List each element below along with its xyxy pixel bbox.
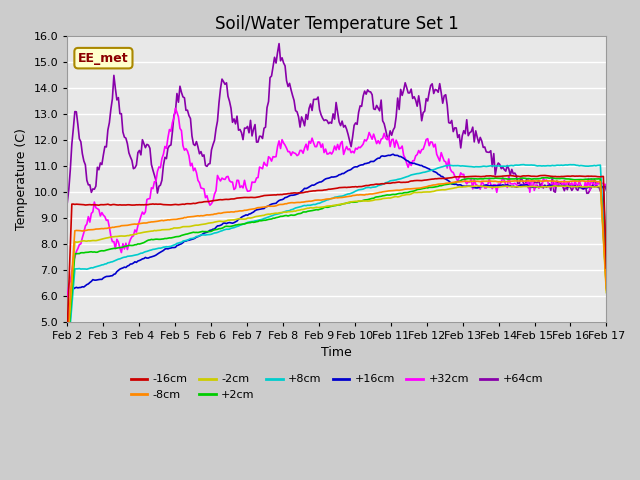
+64cm (275, 41, 283, 47)
+2cm (251, 219, 259, 225)
-2cm (574, 184, 582, 190)
+8cm (129, 252, 137, 258)
+8cm (224, 227, 232, 232)
-16cm (224, 197, 232, 203)
-2cm (602, 290, 610, 296)
+32cm (602, 181, 610, 187)
X-axis label: Time: Time (321, 346, 352, 359)
+2cm (224, 224, 232, 229)
-2cm (129, 232, 137, 238)
+8cm (520, 162, 527, 168)
+32cm (244, 188, 252, 194)
Y-axis label: Temperature (C): Temperature (C) (15, 128, 28, 230)
-8cm (300, 199, 307, 205)
-16cm (242, 194, 250, 200)
-16cm (63, 324, 71, 330)
-16cm (129, 202, 137, 208)
Line: -8cm: -8cm (67, 181, 606, 341)
+32cm (226, 178, 234, 184)
-2cm (63, 344, 71, 349)
+64cm (63, 200, 71, 205)
Line: -16cm: -16cm (67, 175, 606, 327)
Line: +8cm: +8cm (67, 165, 606, 360)
+8cm (574, 162, 582, 168)
+16cm (602, 272, 610, 277)
-8cm (242, 207, 250, 213)
+16cm (224, 220, 232, 226)
-8cm (224, 209, 232, 215)
-2cm (300, 206, 307, 212)
Title: Soil/Water Temperature Set 1: Soil/Water Temperature Set 1 (215, 15, 459, 33)
-16cm (251, 195, 259, 201)
+32cm (301, 145, 308, 151)
Legend: -16cm, -8cm, -2cm, +2cm, +8cm, +16cm, +32cm, +64cm: -16cm, -8cm, -2cm, +2cm, +8cm, +16cm, +3… (126, 370, 547, 405)
+8cm (300, 203, 307, 209)
-8cm (63, 338, 71, 344)
-8cm (251, 206, 259, 212)
-16cm (574, 173, 582, 179)
-2cm (224, 217, 232, 223)
-8cm (524, 178, 532, 184)
-16cm (541, 172, 548, 178)
-8cm (602, 287, 610, 293)
+8cm (251, 218, 259, 224)
+64cm (251, 121, 259, 127)
-2cm (251, 214, 259, 220)
+16cm (389, 151, 397, 157)
+8cm (602, 276, 610, 282)
+16cm (300, 187, 307, 193)
-2cm (474, 183, 481, 189)
-16cm (602, 265, 610, 271)
+64cm (301, 123, 308, 129)
+64cm (224, 94, 232, 99)
+2cm (543, 175, 550, 180)
Line: -2cm: -2cm (67, 186, 606, 347)
+2cm (129, 242, 137, 248)
-8cm (129, 221, 137, 227)
+16cm (251, 208, 259, 214)
+32cm (129, 233, 137, 239)
+64cm (129, 166, 137, 171)
+64cm (602, 188, 610, 193)
+2cm (300, 209, 307, 215)
Line: +2cm: +2cm (67, 178, 606, 352)
+2cm (602, 285, 610, 291)
+32cm (63, 294, 71, 300)
+16cm (129, 260, 137, 266)
+32cm (253, 175, 260, 181)
+16cm (242, 212, 250, 218)
+2cm (574, 177, 582, 182)
+8cm (63, 357, 71, 363)
-8cm (574, 179, 582, 184)
+2cm (242, 220, 250, 226)
-16cm (300, 190, 307, 195)
+8cm (242, 220, 250, 226)
+32cm (172, 106, 179, 111)
+16cm (574, 183, 582, 189)
Line: +16cm: +16cm (67, 154, 606, 371)
+16cm (63, 368, 71, 374)
-2cm (242, 216, 250, 222)
+2cm (63, 349, 71, 355)
Line: +64cm: +64cm (67, 44, 606, 203)
Text: EE_met: EE_met (78, 52, 129, 65)
Line: +32cm: +32cm (67, 108, 606, 297)
+32cm (574, 183, 582, 189)
+64cm (242, 125, 250, 131)
+64cm (574, 188, 582, 193)
